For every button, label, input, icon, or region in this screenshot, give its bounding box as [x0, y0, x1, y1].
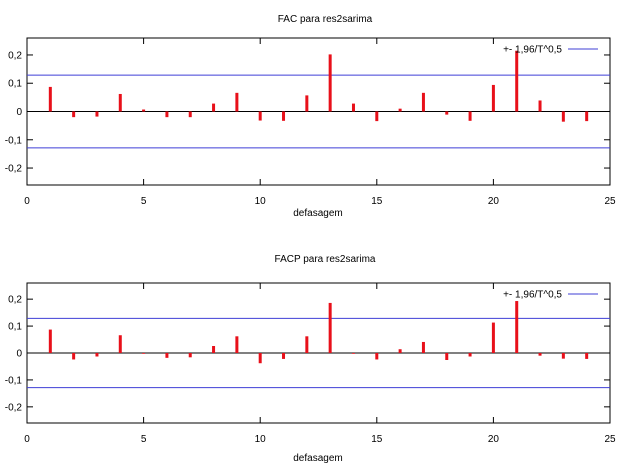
acf-bar-lag-2 — [72, 111, 76, 118]
acf-x-tick-label: 20 — [488, 196, 500, 207]
acf-bar-lag-6 — [165, 111, 169, 118]
acf-bar-lag-11 — [282, 111, 286, 121]
acf-bar-lag-19 — [468, 111, 472, 121]
pacf-panel: FACP para res2sarima defasagem -0,2 -0,1 0… — [5, 254, 616, 464]
pacf-bar-lag-7 — [188, 353, 192, 358]
acf-bar-lag-12 — [305, 95, 309, 112]
pacf-bar-lag-12 — [305, 336, 309, 353]
pacf-bar-lag-18 — [445, 353, 449, 360]
acf-bar-lag-16 — [398, 108, 402, 112]
pacf-bar-lag-24 — [585, 353, 589, 359]
pacf-y-tick-label: 0 — [16, 349, 22, 360]
pacf-bar-lag-3 — [95, 353, 99, 357]
acf-bar-lag-10 — [258, 111, 262, 121]
pacf-bar-lag-1 — [48, 329, 52, 353]
acf-x-tick-label: 15 — [371, 196, 383, 207]
pacf-bar-lag-21 — [515, 301, 519, 353]
acf-title: FAC para res2sarima — [278, 14, 373, 25]
pacf-bar-lag-8 — [212, 346, 216, 353]
pacf-x-tick-label: 0 — [24, 434, 30, 445]
pacf-bar-lag-11 — [282, 353, 286, 359]
pacf-bar-lag-6 — [165, 353, 169, 358]
acf-bar-lag-5 — [142, 109, 146, 112]
acf-bar-lag-18 — [445, 111, 449, 115]
acf-bar-lag-24 — [585, 111, 589, 122]
pacf-bar-lag-16 — [398, 349, 402, 353]
pacf-y-tick-label: 0,1 — [8, 322, 22, 333]
acf-bar-lag-23 — [561, 111, 565, 122]
pacf-legend-label: +- 1,96/T^0,5 — [503, 290, 562, 301]
acf-y-tick-label: -0,2 — [5, 164, 23, 175]
acf-bar-lag-3 — [95, 111, 99, 117]
acf-bar-lag-8 — [212, 103, 216, 112]
pacf-bar-lag-15 — [375, 353, 379, 360]
acf-bar-lag-15 — [375, 111, 379, 122]
pacf-bar-lag-19 — [468, 353, 472, 357]
pacf-bar-lag-5 — [142, 353, 146, 354]
acf-y-tick-label: -0,1 — [5, 135, 23, 146]
acf-y-tick-label: 0,2 — [8, 50, 22, 61]
pacf-bar-lag-14 — [351, 353, 355, 354]
pacf-bar-lag-10 — [258, 353, 262, 364]
acf-x-tick-label: 5 — [141, 196, 147, 207]
pacf-bar-lag-4 — [118, 335, 122, 353]
pacf-title: FACP para res2sarima — [275, 254, 376, 265]
acf-bar-lag-20 — [491, 84, 495, 112]
pacf-bar-lag-23 — [561, 353, 565, 359]
acf-x-tick-label: 0 — [24, 196, 30, 207]
pacf-bar-lag-22 — [538, 353, 542, 356]
pacf-x-tick-label: 10 — [255, 434, 267, 445]
acf-bar-lag-14 — [351, 103, 355, 112]
pacf-x-tick-label: 20 — [488, 434, 500, 445]
pacf-x-tick-label: 25 — [604, 434, 616, 445]
acf-x-axis-label: defasagem — [293, 208, 342, 219]
acf-bar-lag-13 — [328, 54, 332, 112]
acf-bar-lag-17 — [421, 92, 425, 112]
pacf-bar-lag-17 — [421, 341, 425, 353]
acf-y-tick-label: 0,1 — [8, 79, 22, 90]
acf-bar-lag-9 — [235, 92, 239, 112]
acf-legend-label: +- 1,96/T^0,5 — [503, 45, 562, 56]
pacf-bar-lag-20 — [491, 322, 495, 353]
acf-x-tick-label: 25 — [604, 196, 616, 207]
pacf-x-axis-label: defasagem — [293, 453, 342, 464]
acf-bar-lag-1 — [48, 86, 52, 112]
pacf-y-tick-label: -0,2 — [5, 402, 23, 413]
acf-bar-lag-7 — [188, 111, 192, 118]
acf-bar-lag-22 — [538, 100, 542, 112]
acf-y-tick-label: 0 — [16, 107, 22, 118]
pacf-y-tick-label: -0,1 — [5, 375, 23, 386]
pacf-bar-lag-9 — [235, 336, 239, 353]
acf-panel: FAC para res2sarima defasagem -0,2 -0,1 0 0… — [5, 14, 616, 219]
acf-bar-lag-21 — [515, 50, 519, 112]
pacf-bar-lag-2 — [72, 353, 76, 360]
pacf-x-tick-label: 15 — [371, 434, 383, 445]
pacf-bar-lag-13 — [328, 302, 332, 353]
pacf-x-tick-label: 5 — [141, 434, 147, 445]
acf-bar-lag-4 — [118, 93, 122, 112]
pacf-y-tick-label: 0,2 — [8, 295, 22, 306]
acf-x-tick-label: 10 — [255, 196, 267, 207]
